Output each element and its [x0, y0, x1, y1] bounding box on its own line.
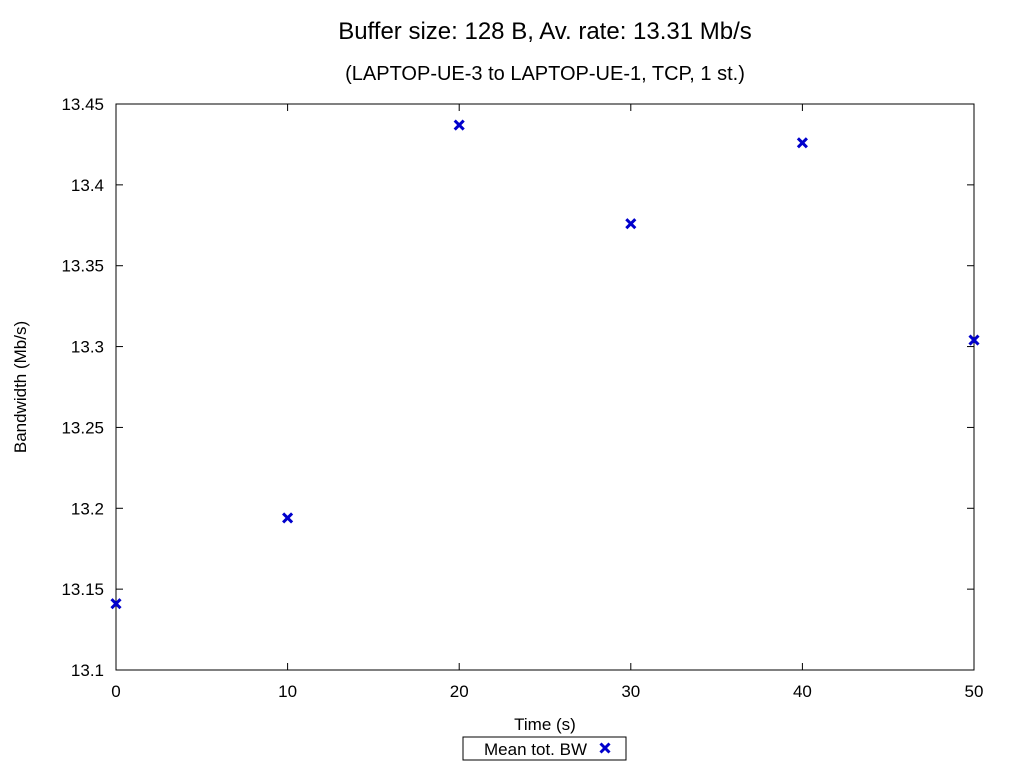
data-point: [110, 598, 122, 610]
x-tick-label: 20: [450, 682, 469, 701]
x-tick-label: 40: [793, 682, 812, 701]
legend-marker-cross: [599, 742, 611, 754]
y-tick-label: 13.15: [61, 580, 104, 599]
legend-label: Mean tot. BW: [484, 740, 587, 759]
legend-marker-icon: [599, 742, 611, 754]
legend-box: [462, 736, 627, 761]
y-tick-label: 13.1: [71, 661, 104, 680]
y-tick-label: 13.35: [61, 257, 104, 276]
x-tick-label: 50: [965, 682, 984, 701]
y-tick-label: 13.4: [71, 176, 104, 195]
plot-area-frame: [115, 103, 975, 671]
y-tick-label: 13.2: [71, 499, 104, 518]
chart-subtitle: (LAPTOP-UE-3 to LAPTOP-UE-1, TCP, 1 st.): [345, 63, 745, 85]
data-point: [796, 137, 808, 149]
legend: Mean tot. BW: [462, 736, 627, 761]
y-tick-label: 13.3: [71, 338, 104, 357]
data-points: [110, 119, 980, 610]
data-point: [968, 334, 980, 346]
chart-title: Buffer size: 128 B, Av. rate: 13.31 Mb/s: [338, 18, 752, 45]
x-tick-label: 0: [111, 682, 120, 701]
x-tick-label: 30: [621, 682, 640, 701]
y-tick-label: 13.25: [61, 418, 104, 437]
x-tick-label: 10: [278, 682, 297, 701]
axis-ticks: 0 10 20 30 40 50 13.1 13.15 13.2 13.25 13.3 13.35 13…: [61, 95, 983, 701]
y-tick-label: 13.45: [61, 95, 104, 114]
y-axis-label: Bandwidth (Mb/s): [11, 321, 30, 453]
data-point: [625, 218, 637, 230]
data-point: [282, 512, 294, 524]
data-point: [453, 119, 465, 131]
x-axis-label: Time (s): [514, 715, 576, 734]
